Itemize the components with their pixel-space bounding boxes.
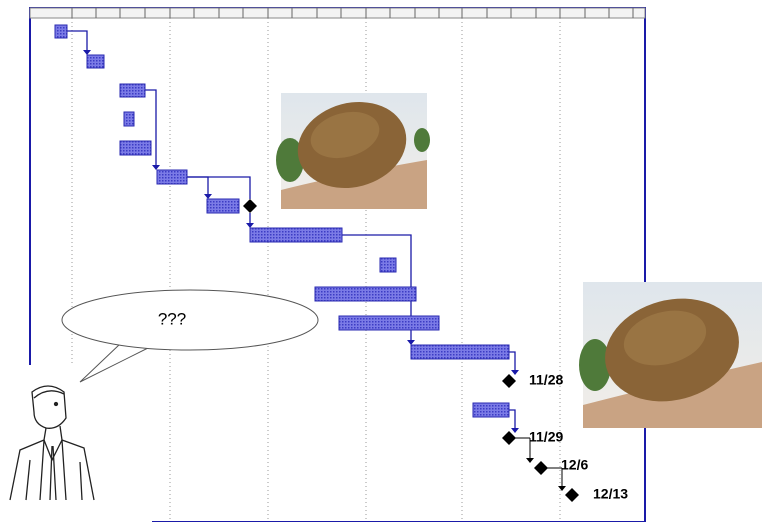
milestone-label: 11/29 (529, 429, 563, 445)
milestone-label: 12/6 (561, 457, 588, 473)
timescale-header (29, 7, 646, 19)
timescale-ticks (71, 8, 634, 18)
speech-text: ??? (158, 309, 186, 328)
cover (0, 365, 152, 522)
boulder-photo (276, 93, 430, 209)
milestone-label: 12/13 (593, 486, 628, 502)
boulder-photo (579, 282, 762, 428)
man-sketch (9, 385, 95, 501)
milestones (243, 199, 579, 502)
speech-bubble: ??? (61, 289, 319, 383)
task-bars (54, 24, 510, 418)
milestone-label: 11/28 (529, 372, 563, 388)
dependency-links (67, 30, 566, 491)
